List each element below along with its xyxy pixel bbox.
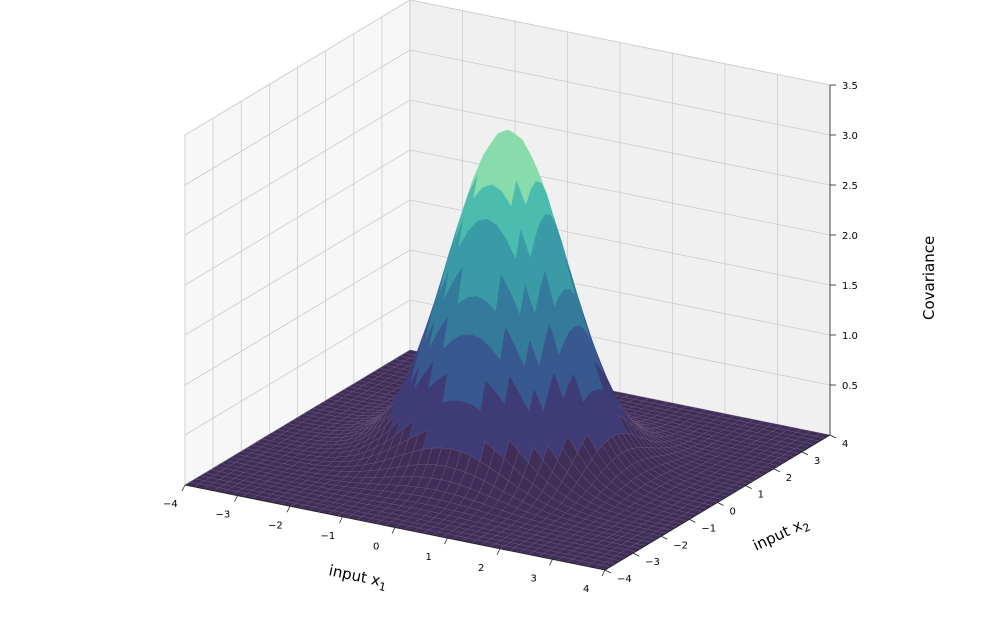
x-tick-label: 4 (583, 584, 589, 595)
y-tick (801, 451, 809, 456)
y-tick (661, 535, 668, 540)
x-tick (496, 548, 501, 555)
grid-line-z (184, 149, 831, 286)
y-tick (773, 468, 780, 473)
y-tick-label: −1 (701, 523, 716, 534)
z-tick-labels: 0.5 1.0 1.5 2.0 2.5 3.0 3.5 (830, 81, 858, 392)
y-tick-label: 0 (730, 507, 736, 518)
x-tick-label: −2 (268, 520, 283, 531)
x-tick-label: 2 (478, 563, 484, 574)
grid-line-z (184, 199, 831, 336)
x-tick-label: −3 (216, 510, 231, 521)
x-tick-label: 3 (531, 573, 537, 584)
z-tick-label: 3.0 (842, 131, 858, 142)
x-tick (286, 506, 291, 513)
z-tick-label: 0.5 (842, 381, 858, 392)
x-tick-labels: −4 −3 −2 −1 0 1 2 3 4 (163, 484, 606, 595)
x-tick-label: 1 (426, 552, 432, 563)
z-tick-label: 1.0 (842, 331, 858, 342)
y-tick-labels: −4 −3 −2 −1 0 1 2 3 4 (604, 434, 848, 585)
z-tick-label: 3.5 (842, 81, 858, 92)
y-tick-label: 2 (786, 473, 792, 484)
y-tick-label: 1 (758, 490, 764, 501)
y-tick (745, 485, 752, 489)
y-tick-label: 3 (814, 456, 820, 467)
grid-line-z (184, 299, 831, 436)
y-tick-label: 4 (842, 439, 848, 450)
y-tick (604, 569, 612, 574)
z-tick-label: 2.5 (842, 181, 858, 192)
x-tick (391, 527, 396, 534)
y-axis-label: input x2 (750, 513, 813, 557)
y-tick-label: −2 (673, 540, 688, 551)
covariance-surface (184, 129, 831, 571)
x-tick (181, 484, 186, 492)
y-tick-label: −4 (617, 574, 632, 585)
y-tick (829, 434, 837, 439)
grid-line-z (184, 49, 831, 186)
x-tick-label: −4 (163, 499, 178, 510)
z-tick-label: 1.5 (842, 281, 858, 292)
y-tick (632, 552, 640, 557)
grid-line-z (184, 0, 831, 136)
z-tick-label: 2.0 (842, 231, 858, 242)
x-tick (549, 559, 553, 566)
y-tick (717, 502, 724, 506)
y-tick (689, 519, 696, 523)
x-tick-label: −1 (321, 531, 336, 542)
x-tick (339, 516, 343, 524)
x-tick (601, 569, 606, 577)
x-tick-label: 0 (373, 542, 379, 553)
grid-line-z (184, 99, 831, 236)
x-axis-label: input x1 (327, 561, 389, 594)
x-tick (234, 495, 238, 502)
y-tick-label: −3 (645, 557, 660, 568)
x-tick (444, 537, 448, 545)
grid-line-z (184, 249, 831, 386)
z-axis-label: Covariance (920, 236, 938, 320)
